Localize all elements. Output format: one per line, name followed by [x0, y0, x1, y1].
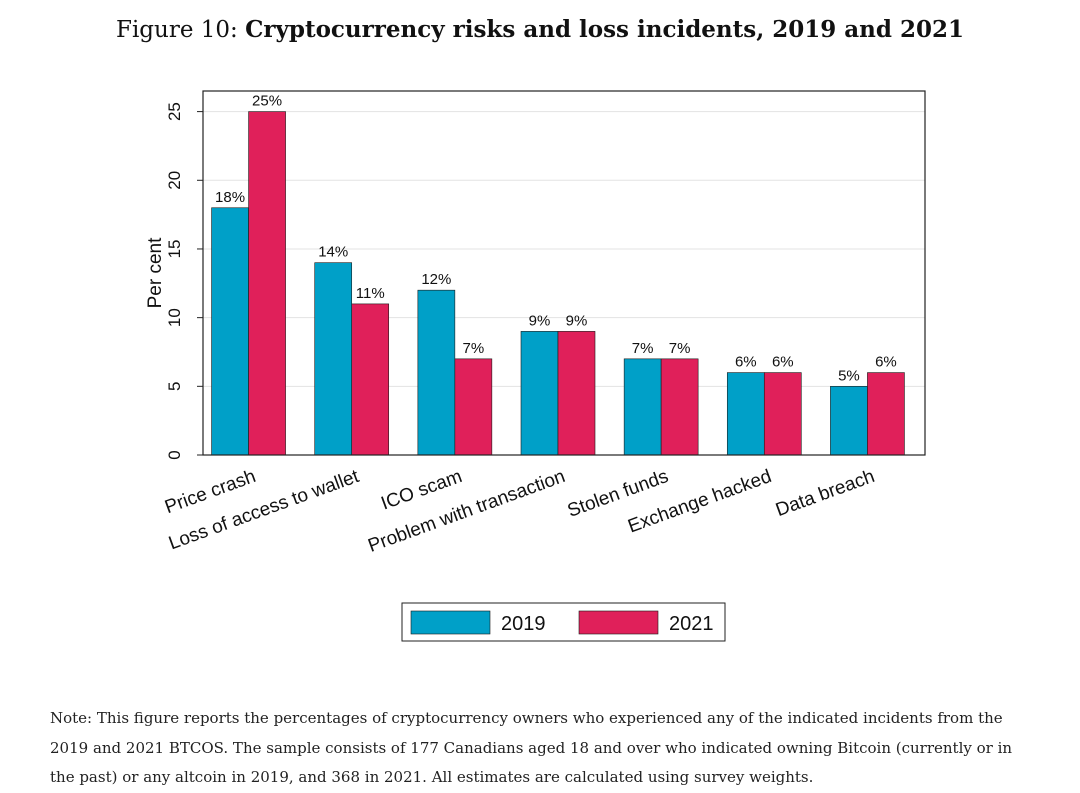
data-label: 5%: [838, 367, 860, 384]
data-label: 11%: [356, 285, 385, 302]
data-label: 7%: [669, 340, 691, 357]
data-label: 6%: [772, 354, 794, 371]
bar-2019-6: [830, 386, 868, 456]
data-label: 7%: [632, 340, 654, 357]
legend-swatch-2019: [410, 610, 491, 635]
y-tick-label: 10: [165, 308, 184, 327]
bar-2021-6: [867, 372, 905, 456]
legend-swatch-2021: [578, 610, 659, 635]
data-label: 25%: [252, 93, 282, 110]
bar-2021-3: [557, 331, 596, 456]
x-tick-label: Data breach: [773, 466, 877, 521]
x-tick-label: Problem with transaction: [365, 466, 568, 557]
bar-2019-1: [314, 262, 353, 456]
bar-2021-0: [248, 111, 286, 456]
figure-label: Figure 10:: [115, 17, 238, 43]
figure-title-text: Cryptocurrency risks and loss incidents,…: [245, 16, 964, 43]
legend-label-2021: 2021: [669, 613, 714, 635]
bar-2019-3: [520, 331, 559, 456]
y-tick-label: 5: [165, 382, 184, 391]
data-label: 7%: [463, 340, 485, 357]
data-label: 9%: [529, 312, 551, 329]
y-axis-label: Per cent: [145, 237, 166, 308]
bar-2019-0: [211, 207, 249, 456]
plot-frame: [202, 90, 926, 456]
bar-2021-1: [351, 303, 390, 456]
data-label: 9%: [566, 312, 588, 329]
y-tick-label: 20: [165, 171, 184, 190]
bar-2019-4: [623, 358, 662, 456]
data-label: 18%: [215, 189, 245, 206]
bar-2021-5: [763, 372, 802, 456]
y-tick-label: 0: [165, 450, 184, 459]
x-tick-label: Loss of access to wallet: [166, 466, 362, 555]
figure-title: Figure 10: Cryptocurrency risks and loss…: [0, 16, 1080, 43]
bar-2021-2: [454, 358, 493, 456]
y-tick-label: 25: [165, 102, 184, 121]
data-label: 6%: [875, 354, 897, 371]
data-label: 12%: [421, 271, 451, 288]
data-label: 6%: [735, 354, 757, 371]
data-label: 14%: [318, 244, 348, 261]
figure-note: Note: This figure reports the percentage…: [50, 709, 1013, 786]
legend-label-2019: 2019: [501, 613, 546, 635]
bar-2021-4: [660, 358, 699, 456]
bar-2019-5: [726, 372, 765, 456]
bar-2019-2: [417, 289, 456, 456]
y-tick-label: 15: [165, 240, 184, 259]
